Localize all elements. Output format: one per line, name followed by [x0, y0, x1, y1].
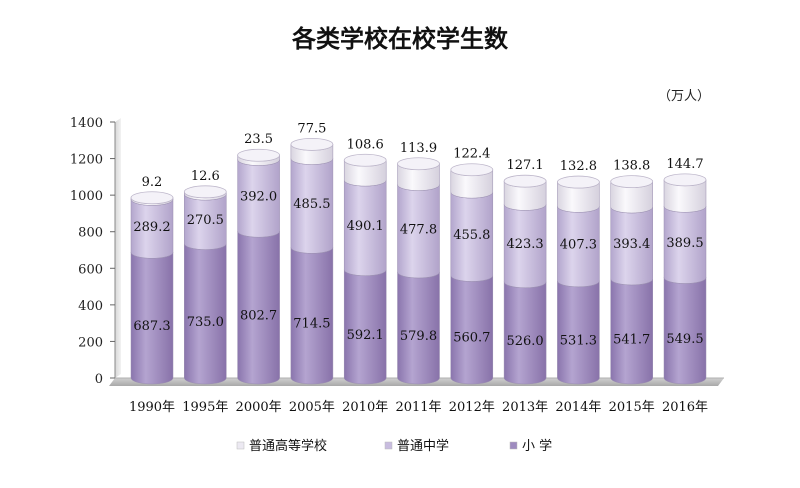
- bar-top-cap: [450, 163, 494, 177]
- bar-segment-primary: [184, 243, 227, 385]
- bar-segment-primary: [663, 277, 707, 385]
- category-label: 2014年: [555, 400, 601, 415]
- value-label-higher: 23.5: [244, 132, 273, 147]
- category-label: 1995年: [182, 400, 228, 415]
- category-label: 2013年: [502, 400, 548, 415]
- y-tick-label: 400: [78, 299, 103, 314]
- value-label-middle: 490.1: [347, 219, 384, 234]
- legend-label: 普通高等学校: [249, 438, 327, 454]
- bar-segment-primary: [237, 231, 280, 385]
- bar-segment-primary: [343, 269, 387, 385]
- value-label-primary: 579.8: [400, 329, 437, 344]
- value-label-higher: 77.5: [297, 121, 326, 136]
- y-tick-label: 600: [78, 262, 103, 277]
- value-labels: 687.3 289.2 9.2 735.0 270.5 12.6 802.7 392.0 23.…: [133, 121, 703, 349]
- y-tick-label: 800: [78, 226, 103, 241]
- value-label-middle: 455.8: [453, 228, 490, 243]
- category-labels: 1990年 1995年 2000年 2005年 2010年 2011年 2012年 2013年…: [129, 400, 708, 415]
- category-label: 2011年: [395, 400, 441, 415]
- legend-swatch: [384, 441, 393, 450]
- bar-top-cap: [237, 148, 281, 162]
- bar-top-cap: [557, 175, 600, 189]
- y-tick-label: 200: [78, 335, 103, 350]
- bar-segment-primary: [130, 252, 174, 385]
- y-tick-label: 1400: [70, 116, 103, 131]
- category-label: 1990年: [129, 400, 175, 415]
- category-label: 2005年: [289, 400, 335, 415]
- value-label-middle: 477.8: [400, 222, 437, 237]
- legend-label: 普通中学: [397, 438, 449, 454]
- bar-top-cap: [130, 191, 174, 205]
- legend: 普通高等学校 普通中学 小 学: [236, 438, 552, 454]
- bar-segment-primary: [610, 278, 653, 385]
- bar-top-cap: [610, 175, 654, 189]
- value-label-middle: 289.2: [133, 220, 170, 235]
- bar-segment-primary: [503, 281, 547, 385]
- value-label-higher: 132.8: [560, 159, 597, 174]
- value-label-middle: 392.0: [240, 189, 277, 204]
- value-label-higher: 138.8: [613, 159, 650, 174]
- value-label-higher: 12.6: [191, 169, 220, 184]
- category-label: 2012年: [449, 400, 495, 415]
- value-label-higher: 9.2: [142, 175, 163, 190]
- value-label-primary: 526.0: [506, 334, 543, 349]
- value-label-primary: 592.1: [347, 328, 384, 343]
- value-label-middle: 393.4: [613, 237, 650, 252]
- value-label-higher: 122.4: [453, 147, 490, 162]
- category-label: 2000年: [236, 400, 282, 415]
- bar-top-cap: [290, 137, 334, 151]
- value-label-middle: 389.5: [666, 236, 703, 251]
- bar-top-cap: [343, 153, 387, 167]
- bars: [130, 137, 707, 385]
- category-label: 2015年: [609, 400, 655, 415]
- bar-segment-primary: [557, 280, 600, 385]
- legend-swatch: [236, 441, 245, 450]
- bar-top-cap: [663, 173, 707, 187]
- unit-label: （万人）: [658, 89, 710, 104]
- chart-title: 各类学校在校学生数: [291, 25, 509, 53]
- value-label-middle: 270.5: [187, 213, 224, 228]
- value-label-primary: 541.7: [613, 332, 650, 347]
- bar-segment-primary: [450, 275, 494, 385]
- bar-segment-primary: [397, 271, 440, 385]
- value-label-higher: 113.9: [400, 141, 437, 156]
- value-label-higher: 127.1: [506, 158, 543, 173]
- bar-top-cap: [183, 185, 227, 199]
- value-label-primary: 735.0: [187, 315, 224, 330]
- value-label-primary: 549.5: [666, 332, 703, 347]
- value-label-middle: 485.5: [293, 197, 330, 212]
- legend-label: 小 学: [522, 438, 552, 454]
- value-label-primary: 687.3: [133, 319, 170, 334]
- value-label-middle: 407.3: [560, 238, 597, 253]
- value-label-primary: 714.5: [293, 317, 330, 332]
- y-tick-label: 1200: [70, 153, 103, 168]
- y-tick-label: 1000: [70, 189, 103, 204]
- bar-top-cap: [397, 157, 440, 171]
- axis-wall: [115, 118, 121, 378]
- value-label-middle: 423.3: [506, 237, 543, 252]
- bar-segment-primary: [290, 247, 334, 385]
- value-label-primary: 802.7: [240, 309, 277, 324]
- legend-swatch: [509, 441, 518, 450]
- value-label-primary: 560.7: [453, 331, 490, 346]
- bar-top-cap: [503, 174, 547, 188]
- category-label: 2010年: [342, 400, 388, 415]
- value-label-higher: 108.6: [347, 137, 384, 152]
- value-label-higher: 144.7: [666, 157, 703, 172]
- value-label-primary: 531.3: [560, 333, 597, 348]
- y-tick-label: 0: [95, 372, 103, 387]
- category-label: 2016年: [662, 400, 708, 415]
